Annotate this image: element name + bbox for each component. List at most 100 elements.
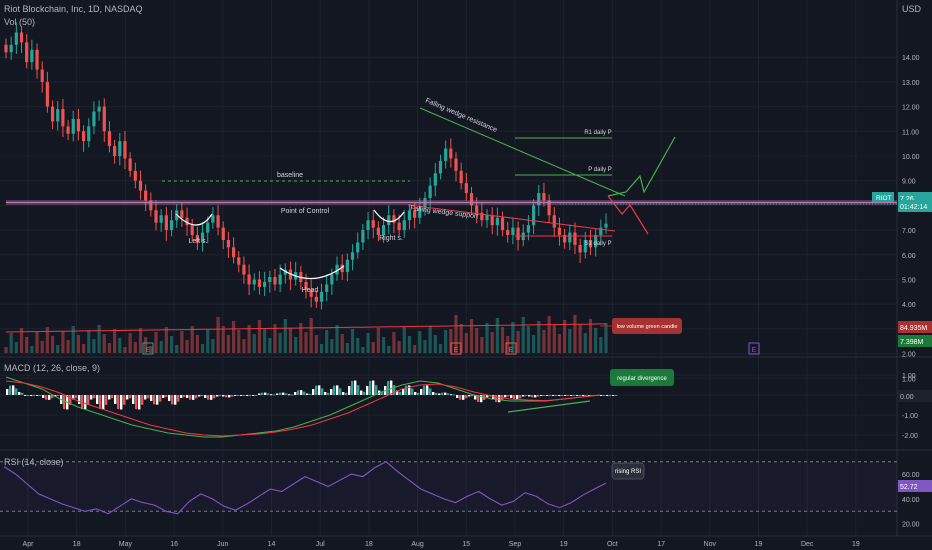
volume-bar [423, 340, 427, 353]
macd-histogram-bar [447, 393, 450, 395]
macd-histogram-bar [369, 380, 372, 395]
candle-body [588, 239, 593, 248]
macd-histogram-bar [273, 394, 276, 396]
volume-bar [506, 336, 510, 353]
macd-histogram-bar [420, 389, 423, 395]
macd-histogram-bar [330, 389, 333, 395]
candle-body [97, 106, 101, 112]
volume-bar [288, 328, 293, 353]
candle-body [361, 230, 365, 243]
macd-histogram-bar [150, 395, 153, 401]
time-tick-label: Nov [704, 541, 717, 548]
volume-bar [521, 317, 525, 353]
macd-pane: regular divergence [5, 369, 674, 438]
volume-bar [144, 337, 148, 353]
volume-bar [231, 321, 236, 353]
volume-bar [175, 345, 179, 353]
currency-label: USD [902, 4, 922, 14]
candle-body [516, 227, 520, 240]
candle-body [138, 180, 143, 191]
volume-bar [578, 324, 582, 353]
macd-histogram-bar [210, 395, 213, 400]
macd-histogram-bar [513, 395, 516, 400]
volume-bar [190, 326, 194, 353]
volume-bar [397, 341, 401, 353]
candle-body [304, 281, 308, 290]
volume-bar [195, 335, 199, 353]
candle-body [392, 215, 396, 223]
candle-body [511, 227, 515, 236]
volume-bar [387, 346, 391, 353]
earnings-marker-label: E [752, 347, 757, 354]
candle-body [490, 215, 494, 226]
candle-body [568, 232, 572, 243]
earnings-marker-label: E [509, 347, 514, 354]
volume-bar [294, 337, 298, 353]
macd-histogram-bar [27, 395, 30, 396]
time-tick-label: 18 [365, 541, 373, 548]
time-tick-label: Dec [801, 541, 814, 548]
macd-histogram-bar [348, 386, 351, 395]
macd-histogram-bar [453, 394, 456, 396]
time-tick-label: 18 [73, 541, 81, 548]
rsi-tick-label: 40.00 [902, 497, 920, 504]
candle-body [252, 279, 256, 285]
volume-bar [221, 326, 225, 353]
macd-histogram-bar [192, 395, 195, 400]
volume-bar [495, 318, 499, 353]
macd-histogram-bar [114, 395, 117, 404]
macd-histogram-bar [222, 395, 225, 397]
candle-body [195, 235, 199, 243]
rsi-value-badge-bg [898, 480, 932, 492]
macd-histogram-bar [411, 388, 414, 395]
macd-histogram-bar [195, 395, 198, 399]
volume-bar [418, 331, 422, 353]
macd-histogram-bar [321, 388, 324, 395]
macd-histogram-bar [102, 395, 105, 410]
macd-histogram-bar [477, 395, 480, 403]
rsi-tick-label: 60.00 [902, 472, 920, 479]
macd-histogram-bar [309, 393, 312, 395]
candle-body [263, 281, 267, 287]
macd-histogram-bar [558, 395, 561, 396]
macd-histogram-bar [141, 395, 144, 405]
earnings-marker-box [142, 342, 154, 355]
volume-bar [413, 345, 417, 353]
macd-histogram-bar [546, 395, 549, 396]
candle-body [563, 235, 567, 243]
volume-badge: 84.935M [900, 325, 927, 332]
wedge-support-line [407, 204, 616, 232]
macd-histogram-bar [270, 394, 273, 396]
macd-histogram-bar [351, 380, 354, 395]
macd-histogram-bar [462, 395, 465, 400]
macd-histogram-bar [228, 395, 231, 398]
time-tick-label: 19 [560, 541, 568, 548]
macd-histogram-bar [450, 394, 453, 396]
left-shoulder-label: Left s. [188, 238, 207, 245]
time-tick-label: Apr [23, 541, 35, 548]
candle-body [454, 158, 458, 171]
candle-body [345, 259, 349, 273]
macd-histogram-bar [12, 385, 15, 395]
volume-badge-bg [898, 321, 932, 333]
macd-histogram-bar [255, 395, 258, 396]
macd-histogram-bar [516, 395, 519, 400]
macd-histogram-bar [459, 395, 462, 400]
candle-body [469, 193, 474, 206]
macd-histogram-bar [93, 395, 96, 399]
volume-bar [128, 333, 132, 353]
macd-histogram-bar [243, 395, 246, 396]
macd-histogram-bar [606, 395, 609, 396]
macd-histogram-bar [393, 385, 396, 395]
volume-bar [568, 329, 572, 353]
volume-indicator-label: Vol (50) [4, 17, 36, 27]
candle-body [149, 200, 153, 211]
macd-histogram-bar [99, 395, 102, 410]
macd-histogram-bar [609, 395, 612, 396]
macd-histogram-bar [504, 395, 507, 398]
volume-bar [283, 319, 287, 353]
volume-bar [490, 332, 494, 353]
macd-histogram-bar [45, 395, 48, 400]
macd-histogram-bar [30, 395, 33, 396]
